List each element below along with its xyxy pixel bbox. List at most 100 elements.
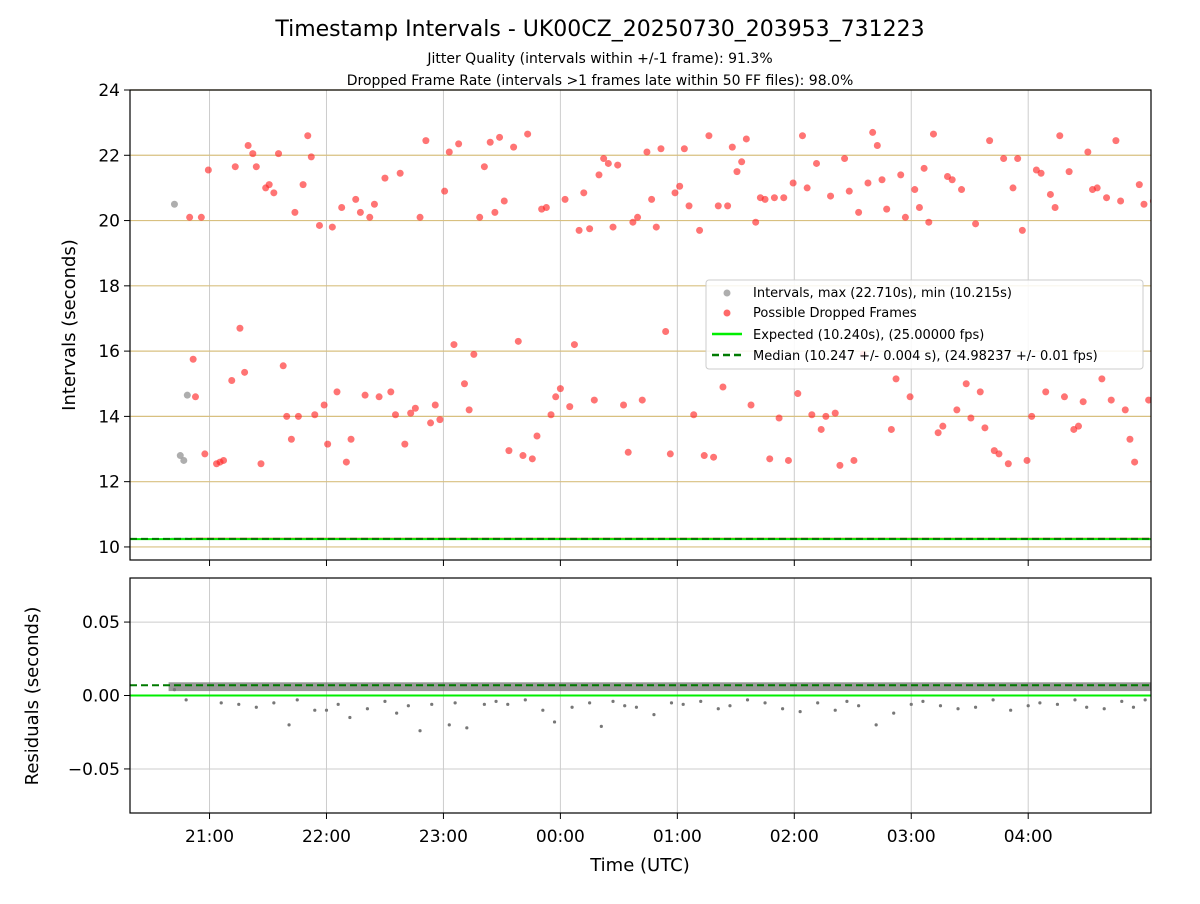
dropped-frame-point xyxy=(514,337,522,345)
dropped-frame-point xyxy=(981,424,989,432)
dropped-frame-point xyxy=(427,419,435,427)
bottom-y-tick-label: 0.05 xyxy=(82,613,120,633)
residual-point xyxy=(172,688,177,692)
dropped-frame-point xyxy=(201,450,209,458)
dropped-frame-point xyxy=(1000,155,1008,163)
residual-point xyxy=(892,711,896,715)
x-tick-label: 00:00 xyxy=(536,827,585,847)
dropped-frame-point xyxy=(609,223,617,231)
residual-point xyxy=(728,704,732,708)
x-tick-label: 22:00 xyxy=(302,827,351,847)
top-y-tick-label: 24 xyxy=(98,81,120,101)
dropped-frame-point xyxy=(873,141,881,149)
dropped-frame-point xyxy=(249,150,257,158)
residual-point xyxy=(254,705,258,709)
dropped-frame-point xyxy=(638,396,646,404)
dropped-frame-point xyxy=(827,192,835,200)
x-tick-label: 04:00 xyxy=(1004,827,1053,847)
dropped-frame-point xyxy=(972,220,980,228)
residual-point xyxy=(921,699,925,703)
dropped-frame-point xyxy=(822,412,830,420)
dropped-frame-point xyxy=(906,393,914,401)
residual-point xyxy=(909,702,913,706)
residual-point xyxy=(1055,702,1060,706)
dropped-frame-point xyxy=(629,218,637,226)
residual-point xyxy=(956,707,960,711)
residual-point xyxy=(1085,705,1089,709)
residual-point xyxy=(494,699,498,703)
residual-point xyxy=(816,701,820,705)
dropped-frame-point xyxy=(766,455,774,463)
dropped-frame-point xyxy=(648,195,656,203)
residual-point xyxy=(365,707,370,711)
dropped-frame-point xyxy=(738,158,746,166)
top-y-tick-label: 14 xyxy=(98,407,120,427)
residual-point xyxy=(845,699,849,703)
residual-point xyxy=(634,705,639,709)
residual-point xyxy=(1102,707,1106,711)
dropped-frame-point xyxy=(1028,412,1036,420)
x-tick-label: 03:00 xyxy=(887,827,936,847)
bottom-plot-area xyxy=(130,682,1151,733)
dropped-frame-point xyxy=(976,388,984,396)
dropped-frame-point xyxy=(580,189,588,197)
interval-point xyxy=(176,452,184,460)
dropped-frame-point xyxy=(1145,396,1151,404)
dropped-frame-point xyxy=(925,218,933,226)
interval-point xyxy=(180,456,188,464)
top-y-tick-label: 20 xyxy=(98,212,120,232)
residual-point xyxy=(599,724,603,728)
residual-point xyxy=(313,708,317,712)
dropped-frame-point xyxy=(939,422,947,430)
dropped-frame-point xyxy=(422,137,430,145)
dropped-frame-point xyxy=(794,390,802,398)
dropped-frame-point xyxy=(958,186,966,194)
dropped-frame-point xyxy=(533,432,541,440)
residual-point xyxy=(570,705,574,709)
top-axes-frame xyxy=(129,89,1152,561)
dropped-frame-point xyxy=(808,411,816,419)
bottom-axes-frame xyxy=(129,577,1152,814)
dropped-frame-point xyxy=(441,187,449,195)
dropped-frame-point xyxy=(391,411,399,419)
residual-point xyxy=(541,708,545,712)
residual-point xyxy=(833,708,837,712)
dropped-frame-point xyxy=(986,137,994,145)
dropped-frame-point xyxy=(491,208,499,216)
dropped-frame-point xyxy=(311,411,319,419)
dropped-frame-point xyxy=(934,429,942,437)
dropped-frame-point xyxy=(510,143,518,151)
dropped-frame-point xyxy=(375,393,383,401)
dropped-frame-point xyxy=(528,455,536,463)
dropped-frame-point xyxy=(228,376,236,384)
residual-point xyxy=(681,702,685,706)
dropped-frame-point xyxy=(624,448,632,456)
dropped-frame-point xyxy=(299,181,307,189)
dropped-frame-point xyxy=(270,189,278,197)
dropped-frame-point xyxy=(1065,168,1073,176)
residuals-panel: −0.05 0.00 0.05 21:00 22:00 23:00 00:00 01:00 02… xyxy=(68,577,1152,847)
dropped-frame-point xyxy=(236,324,244,332)
dropped-frame-point xyxy=(817,425,825,433)
dropped-frame-point xyxy=(798,132,806,140)
dropped-frame-point xyxy=(407,409,415,417)
dropped-frame-point xyxy=(396,169,404,177)
residual-point xyxy=(623,704,627,708)
residual-point xyxy=(652,712,656,717)
x-tick-label: 01:00 xyxy=(653,827,702,847)
dropped-frame-point xyxy=(995,450,1003,458)
dropped-frame-point xyxy=(1037,169,1045,177)
dropped-frame-point xyxy=(685,202,693,210)
dropped-frame-point xyxy=(710,453,718,461)
residual-point xyxy=(1131,705,1136,709)
residual-point xyxy=(1120,699,1124,703)
dropped-frame-point xyxy=(352,195,360,203)
dropped-frame-point xyxy=(455,140,463,148)
dropped-frame-point xyxy=(883,205,891,213)
dropped-frame-point xyxy=(696,226,704,234)
dropped-frame-point xyxy=(1121,406,1129,414)
dropped-frame-point xyxy=(953,406,961,414)
residual-point xyxy=(348,715,352,720)
dropped-frame-point xyxy=(366,213,374,221)
